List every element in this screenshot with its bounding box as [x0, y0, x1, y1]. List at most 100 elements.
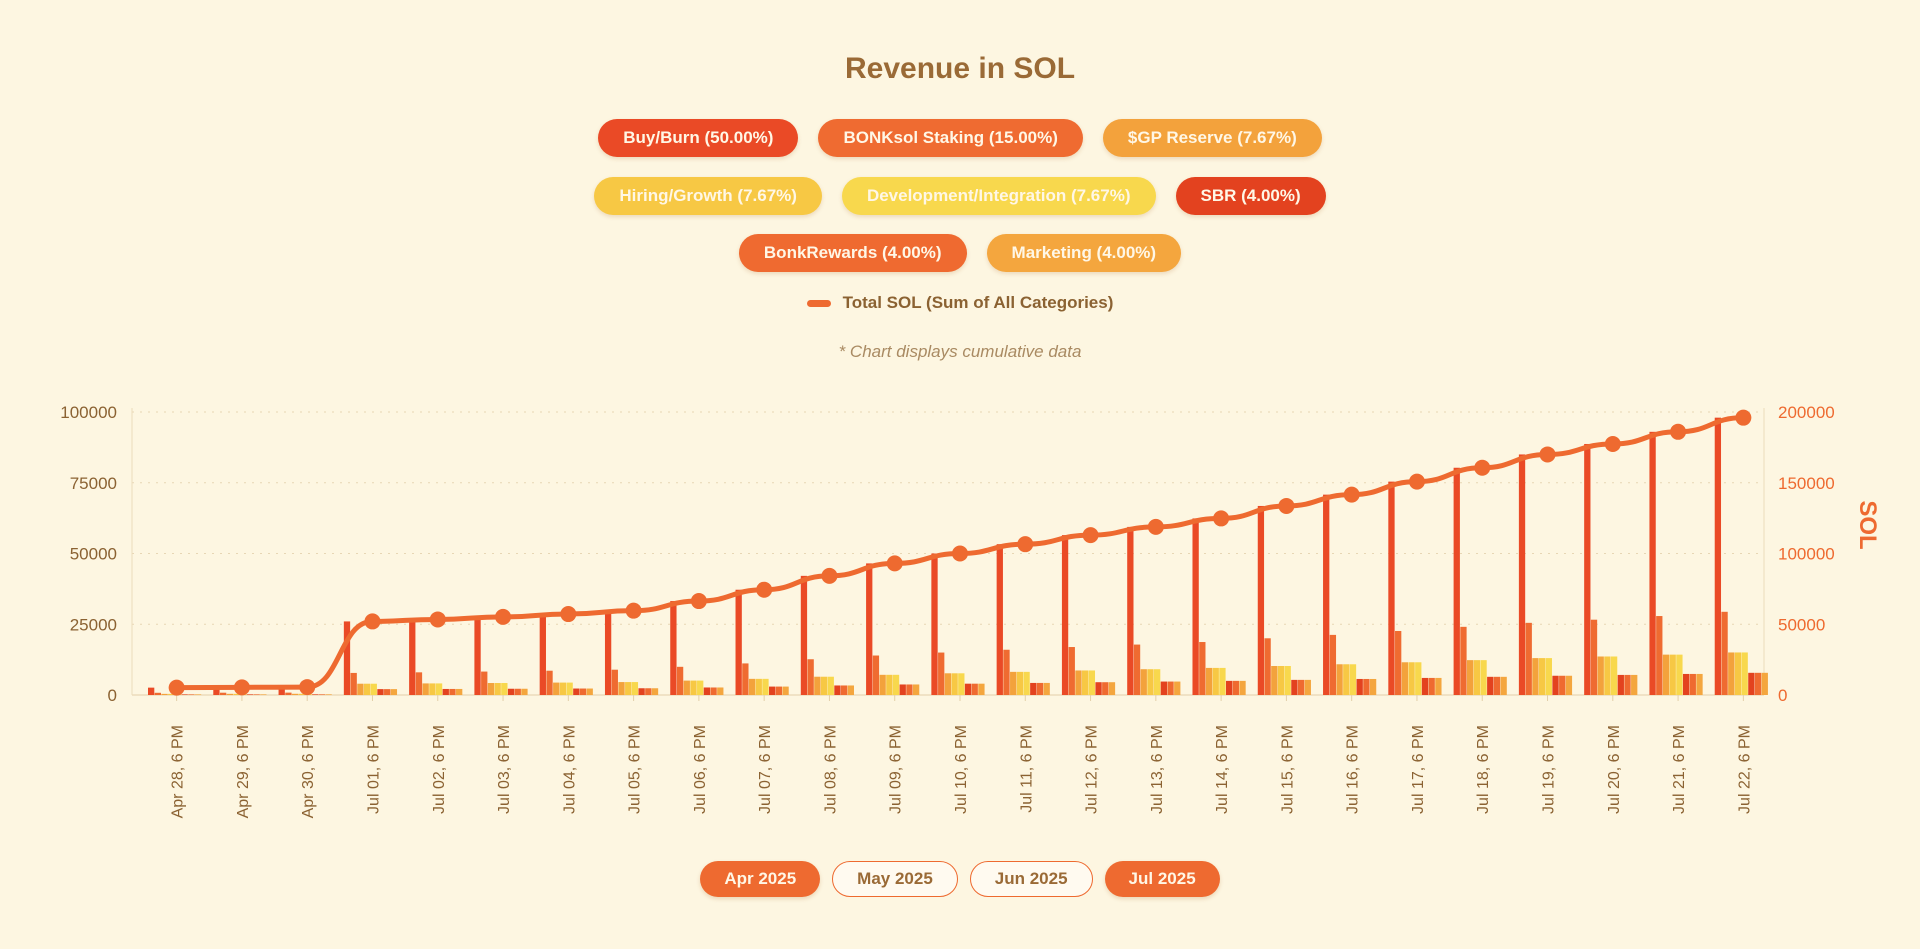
month-filter-apr-2025[interactable]: Apr 2025 — [700, 861, 821, 897]
x-tick-label: Jul 11, 6 PM — [1018, 725, 1035, 813]
bar — [213, 687, 220, 695]
bar — [703, 687, 711, 695]
bar — [1167, 681, 1174, 695]
legend-item-total-sol[interactable]: Total SOL (Sum of All Categories) — [0, 293, 1920, 313]
bar — [1761, 672, 1768, 695]
month-filter-bar: Apr 2025 May 2025 Jun 2025 Jul 2025 — [0, 861, 1920, 897]
bar — [1147, 669, 1154, 695]
bar — [507, 688, 515, 695]
bar — [148, 687, 155, 695]
total-sol-point — [821, 567, 838, 584]
bar — [363, 683, 371, 695]
bar — [318, 694, 326, 695]
bar — [1082, 670, 1089, 695]
x-tick-label: Jul 20, 6 PM — [1606, 725, 1623, 814]
y-left-tick-label: 0 — [108, 686, 117, 705]
bar — [769, 686, 776, 695]
legend-item-hiring-growth[interactable]: Hiring/Growth (7.67%) — [594, 177, 822, 215]
bar — [944, 673, 952, 695]
bar — [651, 688, 659, 695]
bar — [586, 688, 593, 695]
bar — [429, 683, 436, 695]
bar — [827, 676, 834, 695]
total-sol-point — [1604, 435, 1621, 452]
bar — [1467, 660, 1474, 695]
total-legend-label: Total SOL (Sum of All Categories) — [842, 293, 1114, 312]
bar — [449, 688, 456, 695]
bar — [742, 663, 749, 695]
legend-item-bonksol-staking[interactable]: BONKsol Staking (15.00%) — [818, 119, 1083, 157]
legend-item-gp-reserve[interactable]: $GP Reserve (7.67%) — [1102, 119, 1322, 157]
x-tick-label: Jul 09, 6 PM — [888, 725, 905, 814]
bar — [866, 563, 873, 695]
bar — [1043, 682, 1050, 695]
total-sol-point — [625, 602, 642, 619]
total-line-swatch — [806, 299, 831, 307]
bar — [1108, 682, 1116, 695]
bar — [1088, 670, 1096, 695]
bar — [553, 682, 560, 695]
total-sol-point — [233, 679, 250, 696]
bar — [377, 689, 384, 695]
month-filter-jul-2025[interactable]: Jul 2025 — [1104, 861, 1220, 897]
bar — [755, 678, 762, 695]
bar — [938, 652, 945, 695]
x-tick-label: Jul 12, 6 PM — [1084, 725, 1101, 814]
bar — [474, 616, 481, 695]
bar — [1552, 675, 1559, 695]
legend-item-sbr[interactable]: SBR (4.00%) — [1175, 177, 1326, 215]
bar — [1154, 669, 1161, 695]
bar — [1415, 662, 1422, 695]
x-tick-label: Apr 28, 6 PM — [170, 725, 187, 818]
bar — [1714, 417, 1722, 695]
bar — [1304, 679, 1311, 695]
total-sol-point — [429, 611, 446, 628]
bar — [625, 682, 632, 695]
month-filter-may-2025[interactable]: May 2025 — [832, 861, 958, 897]
bar — [1068, 647, 1075, 695]
total-sol-point — [1343, 486, 1360, 503]
bar — [390, 689, 398, 695]
bar — [188, 694, 195, 695]
bar — [456, 688, 463, 695]
y-right-tick-label: 100000 — [1778, 545, 1835, 564]
bar — [233, 693, 240, 695]
bar — [579, 688, 587, 695]
bar — [1003, 649, 1010, 695]
bar — [912, 684, 920, 695]
bar — [1597, 656, 1604, 695]
bar — [1284, 666, 1291, 695]
legend-item-buy-burn[interactable]: Buy/Burn (50.00%) — [598, 119, 799, 157]
bar — [1754, 672, 1762, 695]
bar — [194, 694, 202, 695]
bar — [1421, 677, 1429, 695]
bar — [253, 694, 260, 695]
bar — [1329, 634, 1337, 695]
bar — [879, 674, 886, 695]
bar — [1565, 675, 1573, 695]
bar — [422, 683, 429, 695]
bar — [1480, 660, 1487, 695]
bar — [573, 688, 580, 695]
bar — [384, 689, 391, 695]
bar — [246, 694, 254, 695]
bar — [638, 688, 645, 695]
bar — [735, 589, 742, 695]
bar — [1363, 678, 1370, 695]
bar — [1435, 677, 1442, 695]
bar — [1669, 654, 1676, 695]
x-tick-label: Apr 29, 6 PM — [235, 725, 252, 818]
bar — [1493, 676, 1501, 695]
bar — [226, 693, 233, 695]
bar — [1584, 443, 1591, 695]
y-left-tick-label: 100000 — [60, 403, 117, 422]
x-tick-label: Jul 19, 6 PM — [1541, 725, 1558, 814]
bar — [1453, 467, 1460, 695]
legend-item-marketing[interactable]: Marketing (4.00%) — [986, 234, 1182, 272]
legend-item-bonkrewards[interactable]: BonkRewards (4.00%) — [738, 234, 967, 272]
month-filter-jun-2025[interactable]: Jun 2025 — [969, 861, 1093, 897]
y-left-tick-label: 50000 — [70, 545, 117, 564]
x-tick-label: Jul 13, 6 PM — [1149, 725, 1166, 814]
y-left-tick-label: 75000 — [70, 474, 117, 493]
legend-item-development-integration[interactable]: Development/Integration (7.67%) — [841, 177, 1156, 215]
